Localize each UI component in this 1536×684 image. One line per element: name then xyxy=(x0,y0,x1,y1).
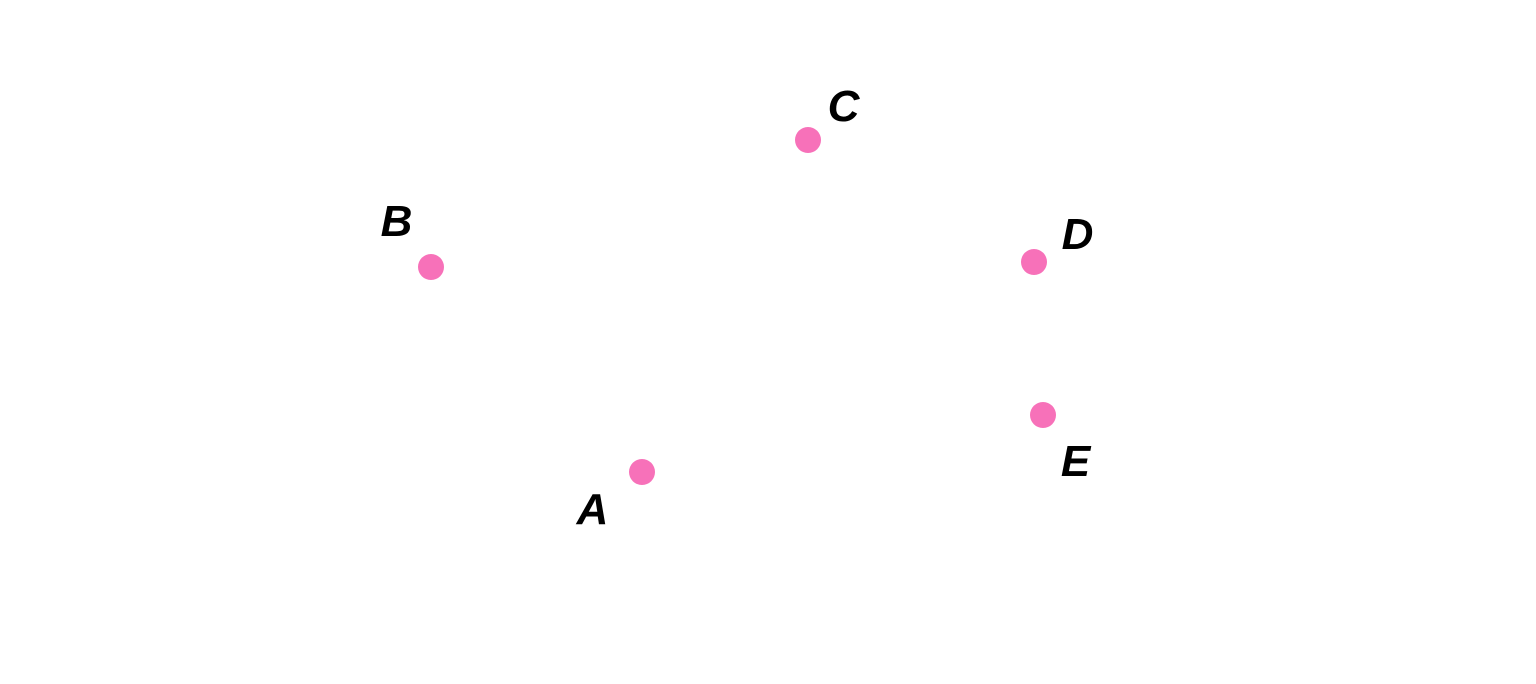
point-c-dot xyxy=(795,127,821,153)
point-a-dot xyxy=(629,459,655,485)
point-d-label: D xyxy=(1062,210,1093,260)
point-e-label: E xyxy=(1061,437,1089,487)
point-e-dot xyxy=(1030,402,1056,428)
point-d-dot xyxy=(1021,249,1047,275)
point-c-label: C xyxy=(828,82,859,132)
points-diagram: A B C D E xyxy=(0,0,1536,684)
point-a-label: A xyxy=(577,485,608,535)
point-b-label: B xyxy=(381,197,412,247)
point-b-dot xyxy=(418,254,444,280)
